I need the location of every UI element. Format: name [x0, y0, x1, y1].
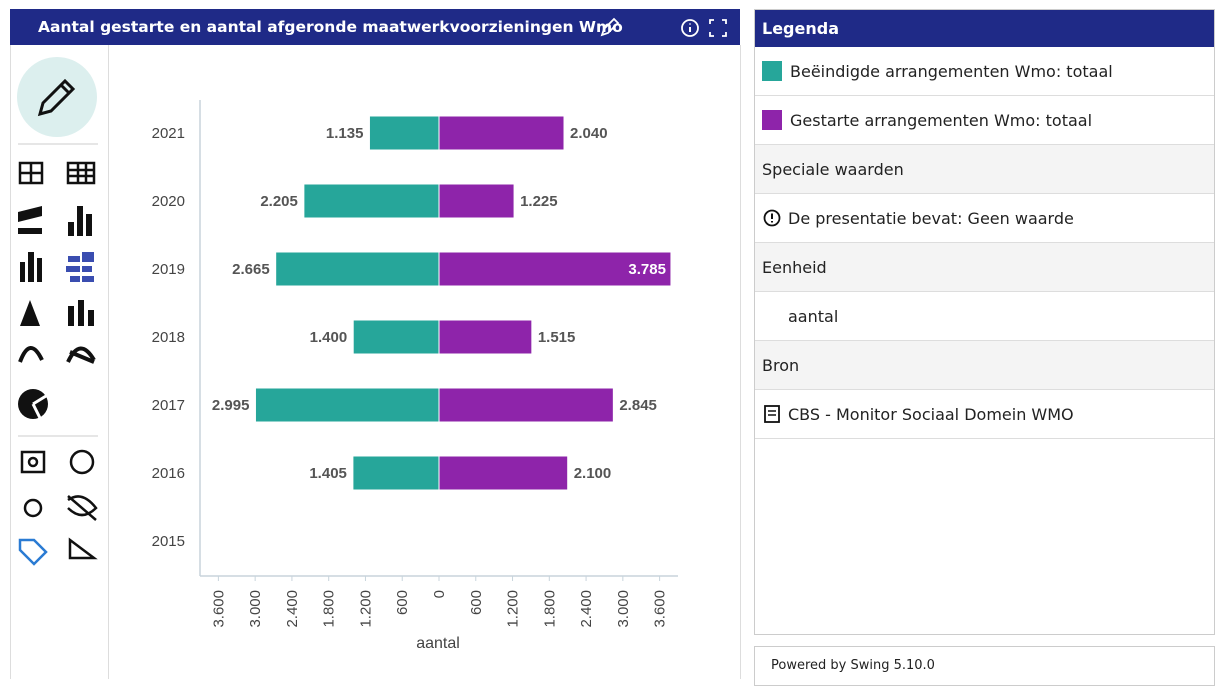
- table2-icon[interactable]: [66, 161, 96, 185]
- column-icon[interactable]: [68, 206, 92, 236]
- x-tick-label: 1.200: [505, 590, 522, 628]
- butterfly-icon[interactable]: [66, 252, 94, 282]
- source-text[interactable]: CBS - Monitor Sociaal Domein WMO: [788, 404, 1074, 424]
- area-icon[interactable]: [18, 206, 42, 234]
- bar: [438, 115, 565, 151]
- value-label: 1.225: [520, 193, 558, 210]
- y-tick-label: 2016: [152, 465, 185, 482]
- bar: [438, 387, 614, 423]
- info-icon[interactable]: [681, 19, 699, 37]
- hide-icon[interactable]: [67, 495, 98, 521]
- column-stack-icon[interactable]: [68, 300, 94, 326]
- x-tick-label: 2.400: [578, 590, 595, 628]
- value-label: 2.205: [260, 193, 298, 210]
- value-label: 3.785: [628, 261, 666, 278]
- x-tick-label: 3.600: [652, 590, 669, 628]
- bar: [438, 319, 533, 355]
- line-icon[interactable]: [18, 346, 44, 363]
- value-label: 2.040: [570, 125, 608, 142]
- bar: [438, 251, 672, 287]
- fullscreen-icon[interactable]: [709, 19, 727, 37]
- chart: aantal 3.600 3.000 2.400 1.800 1.200 600 0 600 1…: [17, 57, 678, 652]
- bar: [438, 455, 569, 491]
- label-icon[interactable]: [18, 538, 48, 566]
- special-title: Speciale waarden: [755, 145, 1214, 194]
- unit-title-text: Eenheid: [762, 257, 827, 277]
- legend-entry[interactable]: Gestarte arrangementen Wmo: totaal: [755, 96, 1214, 145]
- unit-title: Eenheid: [755, 243, 1214, 292]
- special-note-text: De presentatie bevat: Geen waarde: [788, 208, 1074, 228]
- value-label: 2.100: [574, 465, 612, 482]
- bar: [303, 183, 440, 219]
- value-label: 1.135: [326, 125, 364, 142]
- value-label: 2.665: [232, 261, 270, 278]
- book-icon: [764, 405, 780, 423]
- source-title: Bron: [755, 341, 1214, 390]
- edit-button[interactable]: [17, 57, 97, 137]
- legend-swatch: [762, 110, 782, 130]
- y-tick-label: 2021: [152, 125, 185, 142]
- x-tick-label: 3.000: [247, 590, 264, 628]
- x-tick-label: 600: [394, 590, 411, 615]
- bar: [368, 115, 440, 151]
- unit: aantal: [755, 292, 1214, 341]
- legend-panel: Legenda Beëindigde arrangementen Wmo: to…: [754, 9, 1215, 635]
- unit-text: aantal: [788, 306, 839, 326]
- toolbar-divider: [108, 45, 109, 679]
- y-tick-label: 2019: [152, 261, 185, 278]
- x-axis-title: aantal: [416, 635, 460, 652]
- x-tick-label: 1.200: [357, 590, 374, 628]
- y-tick-label: 2018: [152, 329, 185, 346]
- view-icon[interactable]: [20, 450, 46, 474]
- value-label: 1.405: [309, 465, 347, 482]
- chart-title: Aantal gestarte en aantal afgeronde maat…: [38, 18, 623, 36]
- legend-title: Legenda: [755, 10, 1214, 47]
- bar: [352, 455, 440, 491]
- chart-header: Aantal gestarte en aantal afgeronde maat…: [10, 9, 740, 45]
- x-tick-label: 0: [431, 590, 448, 598]
- footer: Powered by Swing 5.10.0: [754, 646, 1215, 686]
- legend-swatch: [762, 61, 782, 81]
- color-icon[interactable]: [69, 449, 95, 475]
- legend-label: Beëindigde arrangementen Wmo: totaal: [790, 61, 1113, 81]
- x-tick-label: 600: [468, 590, 485, 615]
- x-tick-label: 2.400: [284, 590, 301, 628]
- y-tick-label: 2015: [152, 533, 185, 550]
- edit-icon[interactable]: [600, 17, 620, 37]
- stack-icon[interactable]: [20, 252, 42, 282]
- bar: [254, 387, 440, 423]
- value-label: 1.400: [310, 329, 348, 346]
- y-tick-label: 2020: [152, 193, 185, 210]
- special-note: De presentatie bevat: Geen waarde: [755, 194, 1214, 243]
- source-title-text: Bron: [762, 355, 800, 375]
- bar: [275, 251, 440, 287]
- special-title-text: Speciale waarden: [762, 159, 904, 179]
- bar: [438, 183, 515, 219]
- legend-items: Beëindigde arrangementen Wmo: totaal Gest…: [755, 47, 1214, 145]
- toolbar: [17, 57, 98, 566]
- measure-icon[interactable]: [68, 537, 98, 560]
- line2-icon[interactable]: [66, 346, 96, 364]
- x-tick-label: 3.000: [615, 590, 632, 628]
- legend-label: Gestarte arrangementen Wmo: totaal: [790, 110, 1093, 130]
- value-label: 2.995: [212, 397, 250, 414]
- source: CBS - Monitor Sociaal Domein WMO: [755, 390, 1214, 439]
- x-tick-label: 1.800: [321, 590, 338, 628]
- y-tick-label: 2017: [152, 397, 185, 414]
- pyramid-icon[interactable]: [20, 300, 40, 326]
- value-label: 2.845: [619, 397, 657, 414]
- bar: [352, 319, 440, 355]
- header-icons: [600, 17, 727, 37]
- x-tick-label: 3.600: [210, 590, 227, 628]
- x-tick-label: 1.800: [541, 590, 558, 628]
- info-icon: [763, 209, 781, 227]
- legend-entry[interactable]: Beëindigde arrangementen Wmo: totaal: [755, 47, 1214, 96]
- chart-pane: [10, 45, 741, 679]
- settings-icon[interactable]: [23, 498, 43, 518]
- value-label: 1.515: [538, 329, 576, 346]
